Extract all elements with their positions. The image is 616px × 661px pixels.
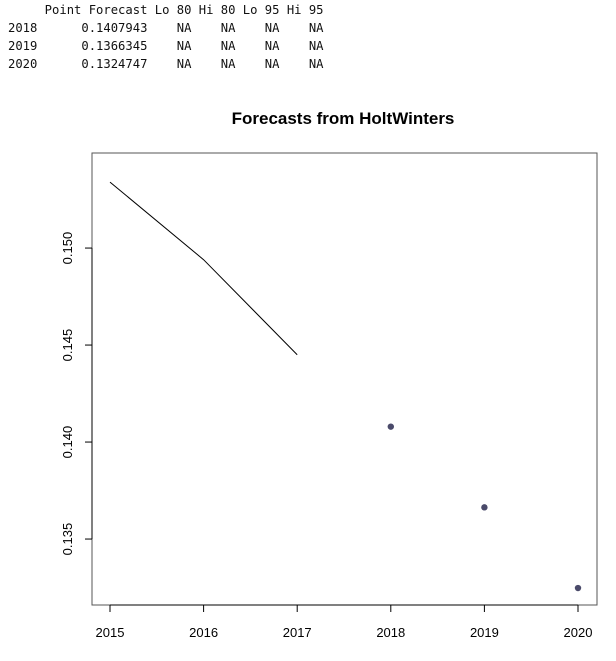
x-tick-label: 2015 [96, 625, 125, 640]
forecast-table-output: Point Forecast Lo 80 Hi 80 Lo 95 Hi 95 2… [8, 1, 324, 73]
table-row: 2020 0.1324747 NA NA NA NA [8, 57, 324, 71]
x-tick-label: 2017 [283, 625, 312, 640]
plot-box [91, 152, 598, 606]
fitted-series-line [109, 181, 298, 356]
x-tick-label: 2020 [564, 625, 593, 640]
table-row: 2018 0.1407943 NA NA NA NA [8, 21, 324, 35]
forecast-point [574, 584, 582, 592]
y-tick-label: 0.135 [60, 523, 75, 556]
table-row: 2019 0.1366345 NA NA NA NA [8, 39, 324, 53]
y-tick-label: 0.145 [60, 329, 75, 362]
x-tick-label: 2019 [470, 625, 499, 640]
y-tick-label: 0.150 [60, 232, 75, 265]
x-tick-label: 2016 [189, 625, 218, 640]
forecast-point [481, 504, 488, 511]
x-tick-label: 2018 [376, 625, 405, 640]
chart-title: Forecasts from HoltWinters [232, 109, 455, 128]
table-header: Point Forecast Lo 80 Hi 80 Lo 95 Hi 95 [8, 3, 324, 17]
y-tick-label: 0.140 [60, 426, 75, 459]
forecast-point [387, 423, 394, 430]
